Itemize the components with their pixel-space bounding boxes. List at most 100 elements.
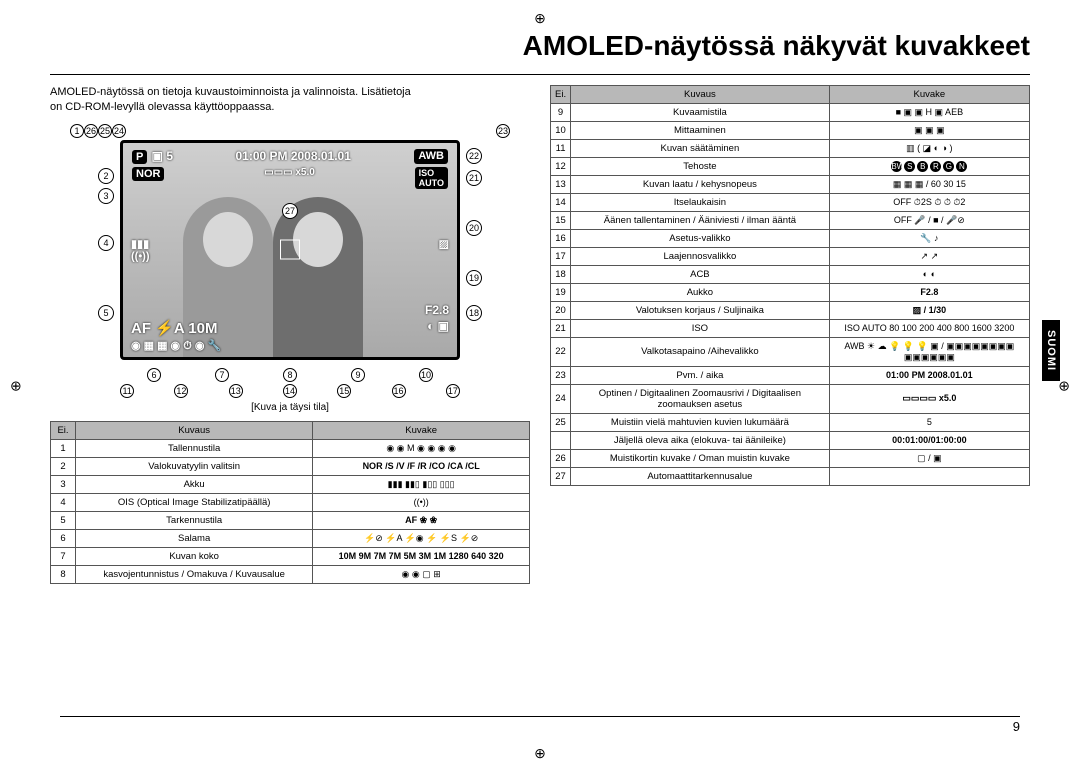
row-desc: OIS (Optical Image Stabilizatipäällä): [76, 493, 313, 511]
row-icons: AF ❀ ❀: [313, 511, 530, 529]
row-number: 3: [51, 475, 76, 493]
row-number: 26: [551, 449, 571, 467]
overlay-top: P ▣ 5 01:00 PM 2008.01.01 AWB: [123, 149, 457, 164]
row-desc: Valotuksen korjaus / Suljinaika: [571, 302, 830, 320]
row-number: 4: [51, 493, 76, 511]
row-icons: 00:01:00/01:00:00: [829, 431, 1029, 449]
table-row: 22Valkotasapaino /AihevalikkoAWB ☀ ☁ 💡 💡…: [551, 338, 1030, 367]
row-desc: Itselaukaisin: [571, 194, 830, 212]
th-icon: Kuvake: [313, 421, 530, 439]
row-icons: ■ ▣ ▣ H ▣ AEB: [829, 104, 1029, 122]
row-desc: Salama: [76, 529, 313, 547]
table-row: Jäljellä oleva aika (elokuva- tai äänile…: [551, 431, 1030, 449]
row-icons: ISO AUTO 80 100 200 400 800 1600 3200: [829, 320, 1029, 338]
reg-mark-left: ⊕: [10, 378, 22, 395]
table-row: 13Kuvan laatu / kehysnopeus▦ ▦ ▦ / 60 30…: [551, 176, 1030, 194]
row-number: 20: [551, 302, 571, 320]
row-icons: AWB ☀ ☁ 💡 💡 💡 ▣ / ▣▣▣▣▣▣▣▣ ▣▣▣▣▣▣: [829, 338, 1029, 367]
content-columns: AMOLED-näytössä on tietoja kuvaustoiminn…: [50, 85, 1030, 584]
table-row: 24Optinen / Digitaalinen Zoomausrivi / D…: [551, 384, 1030, 413]
row-icons: OFF 🎤 / ■ / 🎤⊘: [829, 212, 1029, 230]
row-number: 23: [551, 366, 571, 384]
row-desc: Valkotasapaino /Aihevalikko: [571, 338, 830, 367]
camera-wrap: 2 3 4 5 22 21 20 19 18 P ▣ 5 01:00 PM 20…: [120, 140, 460, 360]
intro-text: AMOLED-näytössä on tietoja kuvaustoiminn…: [50, 85, 530, 116]
row-icons: ◉ ◉ ▢ ⊞: [313, 565, 530, 583]
callout-20: 20: [466, 220, 482, 236]
callout-22: 22: [466, 148, 482, 164]
callout-4: 4: [98, 235, 114, 251]
th-no: Ei.: [51, 421, 76, 439]
row-desc: kasvojentunnistus / Omakuva / Kuvausalue: [76, 565, 313, 583]
right-table: Ei. Kuvaus Kuvake 9Kuvaamistila■ ▣ ▣ H ▣…: [550, 85, 1030, 486]
table-row: 20Valotuksen korjaus / Suljinaika▨ / 1/3…: [551, 302, 1030, 320]
callout-18: 18: [466, 305, 482, 321]
row-desc: Muistiin vielä mahtuvien kuvien lukumäär…: [571, 413, 830, 431]
callout-21: 21: [466, 170, 482, 186]
row-number: 22: [551, 338, 571, 367]
row-number: [551, 431, 571, 449]
overlay-low: F2.8: [123, 303, 457, 317]
table-row: 7Kuvan koko10M 9M 7M 7M 5M 3M 1M 1280 64…: [51, 547, 530, 565]
left-column: AMOLED-näytössä on tietoja kuvaustoiminn…: [50, 85, 530, 584]
row-icons: 5: [829, 413, 1029, 431]
page-number: 9: [1013, 719, 1020, 734]
row-icons: ▣ ▣ ▣: [829, 122, 1029, 140]
row-icons: ↗ ↗: [829, 248, 1029, 266]
row-number: 14: [551, 194, 571, 212]
intro-line2: on CD-ROM-levyllä olevassa käyttöoppaass…: [50, 101, 274, 113]
row-number: 1: [51, 439, 76, 457]
table-row: 21ISOISO AUTO 80 100 200 400 800 1600 32…: [551, 320, 1030, 338]
row-desc: Aukko: [571, 284, 830, 302]
footer-rule: [60, 716, 1020, 717]
row-desc: Mittaaminen: [571, 122, 830, 140]
row-icons: 01:00 PM 2008.01.01: [829, 366, 1029, 384]
reg-mark-bottom: ⊕: [534, 745, 546, 762]
row-desc: Kuvan koko: [76, 547, 313, 565]
row-number: 18: [551, 266, 571, 284]
row-icons: ▦ ▦ ▦ / 60 30 15: [829, 176, 1029, 194]
callout-row-top: 1 2625 24 23: [50, 124, 530, 140]
right-column: Ei. Kuvaus Kuvake 9Kuvaamistila■ ▣ ▣ H ▣…: [550, 85, 1030, 584]
row-number: 8: [51, 565, 76, 583]
row-desc: ACB: [571, 266, 830, 284]
overlay-mid: ▮▮▮((•)) ▨: [123, 237, 457, 262]
row-number: 19: [551, 284, 571, 302]
table-row: 2Valokuvatyylin valitsinNOR /S /V /F /R …: [51, 457, 530, 475]
row-desc: Kuvaamistila: [571, 104, 830, 122]
row-desc: Laajennosvalikko: [571, 248, 830, 266]
th-desc-r: Kuvaus: [571, 86, 830, 104]
row-desc: Asetus-valikko: [571, 230, 830, 248]
reg-mark-top: ⊕: [534, 10, 546, 27]
row-desc: Automaattitarkennusalue: [571, 467, 830, 485]
row-icons: BWSBRGN: [829, 158, 1029, 176]
row-icons: ⚡⊘ ⚡A ⚡◉ ⚡ ⚡S ⚡⊘: [313, 529, 530, 547]
intro-line1: AMOLED-näytössä on tietoja kuvaustoiminn…: [50, 86, 411, 98]
language-tab: SUOMI: [1042, 320, 1060, 381]
table-row: 6Salama⚡⊘ ⚡A ⚡◉ ⚡ ⚡S ⚡⊘: [51, 529, 530, 547]
table-row: 9Kuvaamistila■ ▣ ▣ H ▣ AEB: [551, 104, 1030, 122]
row-icons: 10M 9M 7M 7M 5M 3M 1M 1280 640 320: [313, 547, 530, 565]
title-rule: [50, 74, 1030, 75]
overlay-top2: NOR ▭▭▭ x5.0 ISOAUTO: [123, 167, 457, 189]
row-icons: ◐ ◐: [829, 266, 1029, 284]
callout-3: 3: [98, 188, 114, 204]
row-number: 6: [51, 529, 76, 547]
row-number: 13: [551, 176, 571, 194]
table-row: 4OIS (Optical Image Stabilizatipäällä)((…: [51, 493, 530, 511]
callout-row-bottom: 111213 1415 1617: [50, 382, 530, 398]
row-number: 24: [551, 384, 571, 413]
row-icons: [829, 467, 1029, 485]
table-row: 12TehosteBWSBRGN: [551, 158, 1030, 176]
table-row: 14ItselaukaisinOFF ⏱2S ⏱ ⏱ ⏱2: [551, 194, 1030, 212]
table-row: 10Mittaaminen▣ ▣ ▣: [551, 122, 1030, 140]
row-desc: Jäljellä oleva aika (elokuva- tai äänile…: [571, 431, 830, 449]
row-desc: Kuvan laatu / kehysnopeus: [571, 176, 830, 194]
row-number: 5: [51, 511, 76, 529]
row-desc: Muistikortin kuvake / Oman muistin kuvak…: [571, 449, 830, 467]
table-row: 17Laajennosvalikko↗ ↗: [551, 248, 1030, 266]
row-number: 21: [551, 320, 571, 338]
th-no-r: Ei.: [551, 86, 571, 104]
table-row: 25Muistiin vielä mahtuvien kuvien lukumä…: [551, 413, 1030, 431]
table-row: 27Automaattitarkennusalue: [551, 467, 1030, 485]
